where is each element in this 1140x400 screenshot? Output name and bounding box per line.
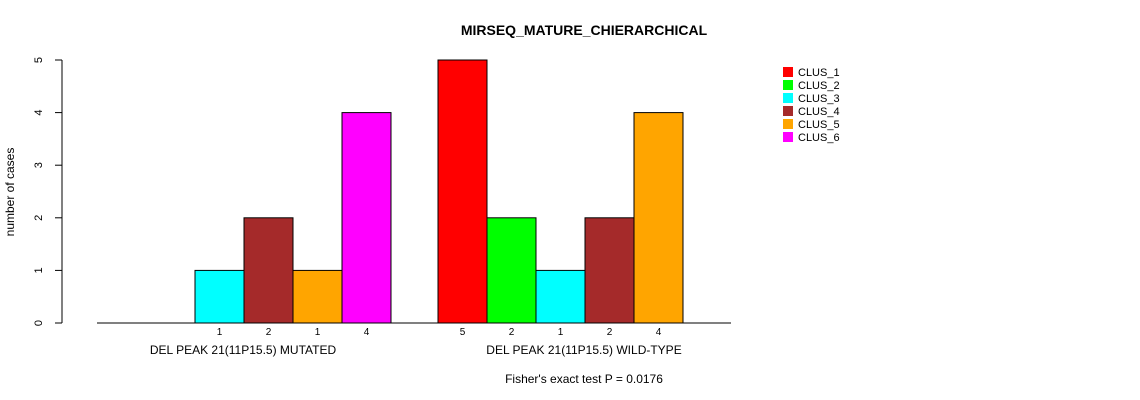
legend-swatch [783, 119, 793, 129]
bar-clus-3 [194, 269, 245, 324]
bar-count-label: 5 [460, 327, 466, 338]
group-label: DEL PEAK 21(11P15.5) MUTATED [150, 343, 337, 357]
y-tick-label: 4 [33, 110, 45, 116]
legend-label: CLUS_5 [798, 119, 840, 131]
legend-swatch [783, 106, 793, 116]
legend-label: CLUS_6 [798, 132, 840, 144]
bar-count-label: 4 [364, 327, 370, 338]
bar-count-label: 4 [656, 327, 662, 338]
y-tick-label: 1 [33, 267, 45, 273]
legend-label: CLUS_2 [798, 80, 840, 92]
legend-label: CLUS_1 [798, 67, 840, 79]
bar-clus-2 [486, 217, 537, 324]
bar-clus-3 [535, 269, 586, 324]
y-tick-label: 2 [33, 215, 45, 221]
bar-count-label: 1 [315, 327, 321, 338]
legend-swatch [783, 80, 793, 90]
footnote: Fisher's exact test P = 0.0176 [505, 372, 663, 386]
bar-count-label: 2 [266, 327, 272, 338]
bar-count-label: 2 [509, 327, 515, 338]
bar-clus-5 [633, 112, 684, 324]
legend-swatch [783, 132, 793, 142]
bar-clus-4 [243, 217, 294, 324]
bar-clus-5 [292, 269, 343, 324]
bar-count-label: 1 [558, 327, 564, 338]
group-label: DEL PEAK 21(11P15.5) WILD-TYPE [486, 343, 681, 357]
group-labels: DEL PEAK 21(11P15.5) MUTATED DEL PEAK 21(… [150, 343, 682, 357]
bar-clus-4 [584, 217, 635, 324]
bars: 1 2 1 4 5 2 1 2 4 [194, 59, 684, 338]
bar-clus-1 [437, 59, 488, 324]
legend-swatch [783, 93, 793, 103]
bar-count-label: 1 [217, 327, 223, 338]
bar-count-label: 2 [607, 327, 613, 338]
y-tick-label: 0 [33, 320, 45, 326]
y-tick-label: 5 [33, 57, 45, 63]
y-axis-label: number of cases [3, 148, 17, 237]
chart-title: MIRSEQ_MATURE_CHIERARCHICAL [461, 22, 708, 38]
bar-clus-6 [341, 112, 392, 324]
legend-label: CLUS_4 [798, 106, 840, 118]
legend-swatch [783, 67, 793, 77]
legend-label: CLUS_3 [798, 93, 840, 105]
y-tick-label: 3 [33, 162, 45, 168]
y-axis: 0 1 2 3 4 5 [33, 57, 63, 326]
